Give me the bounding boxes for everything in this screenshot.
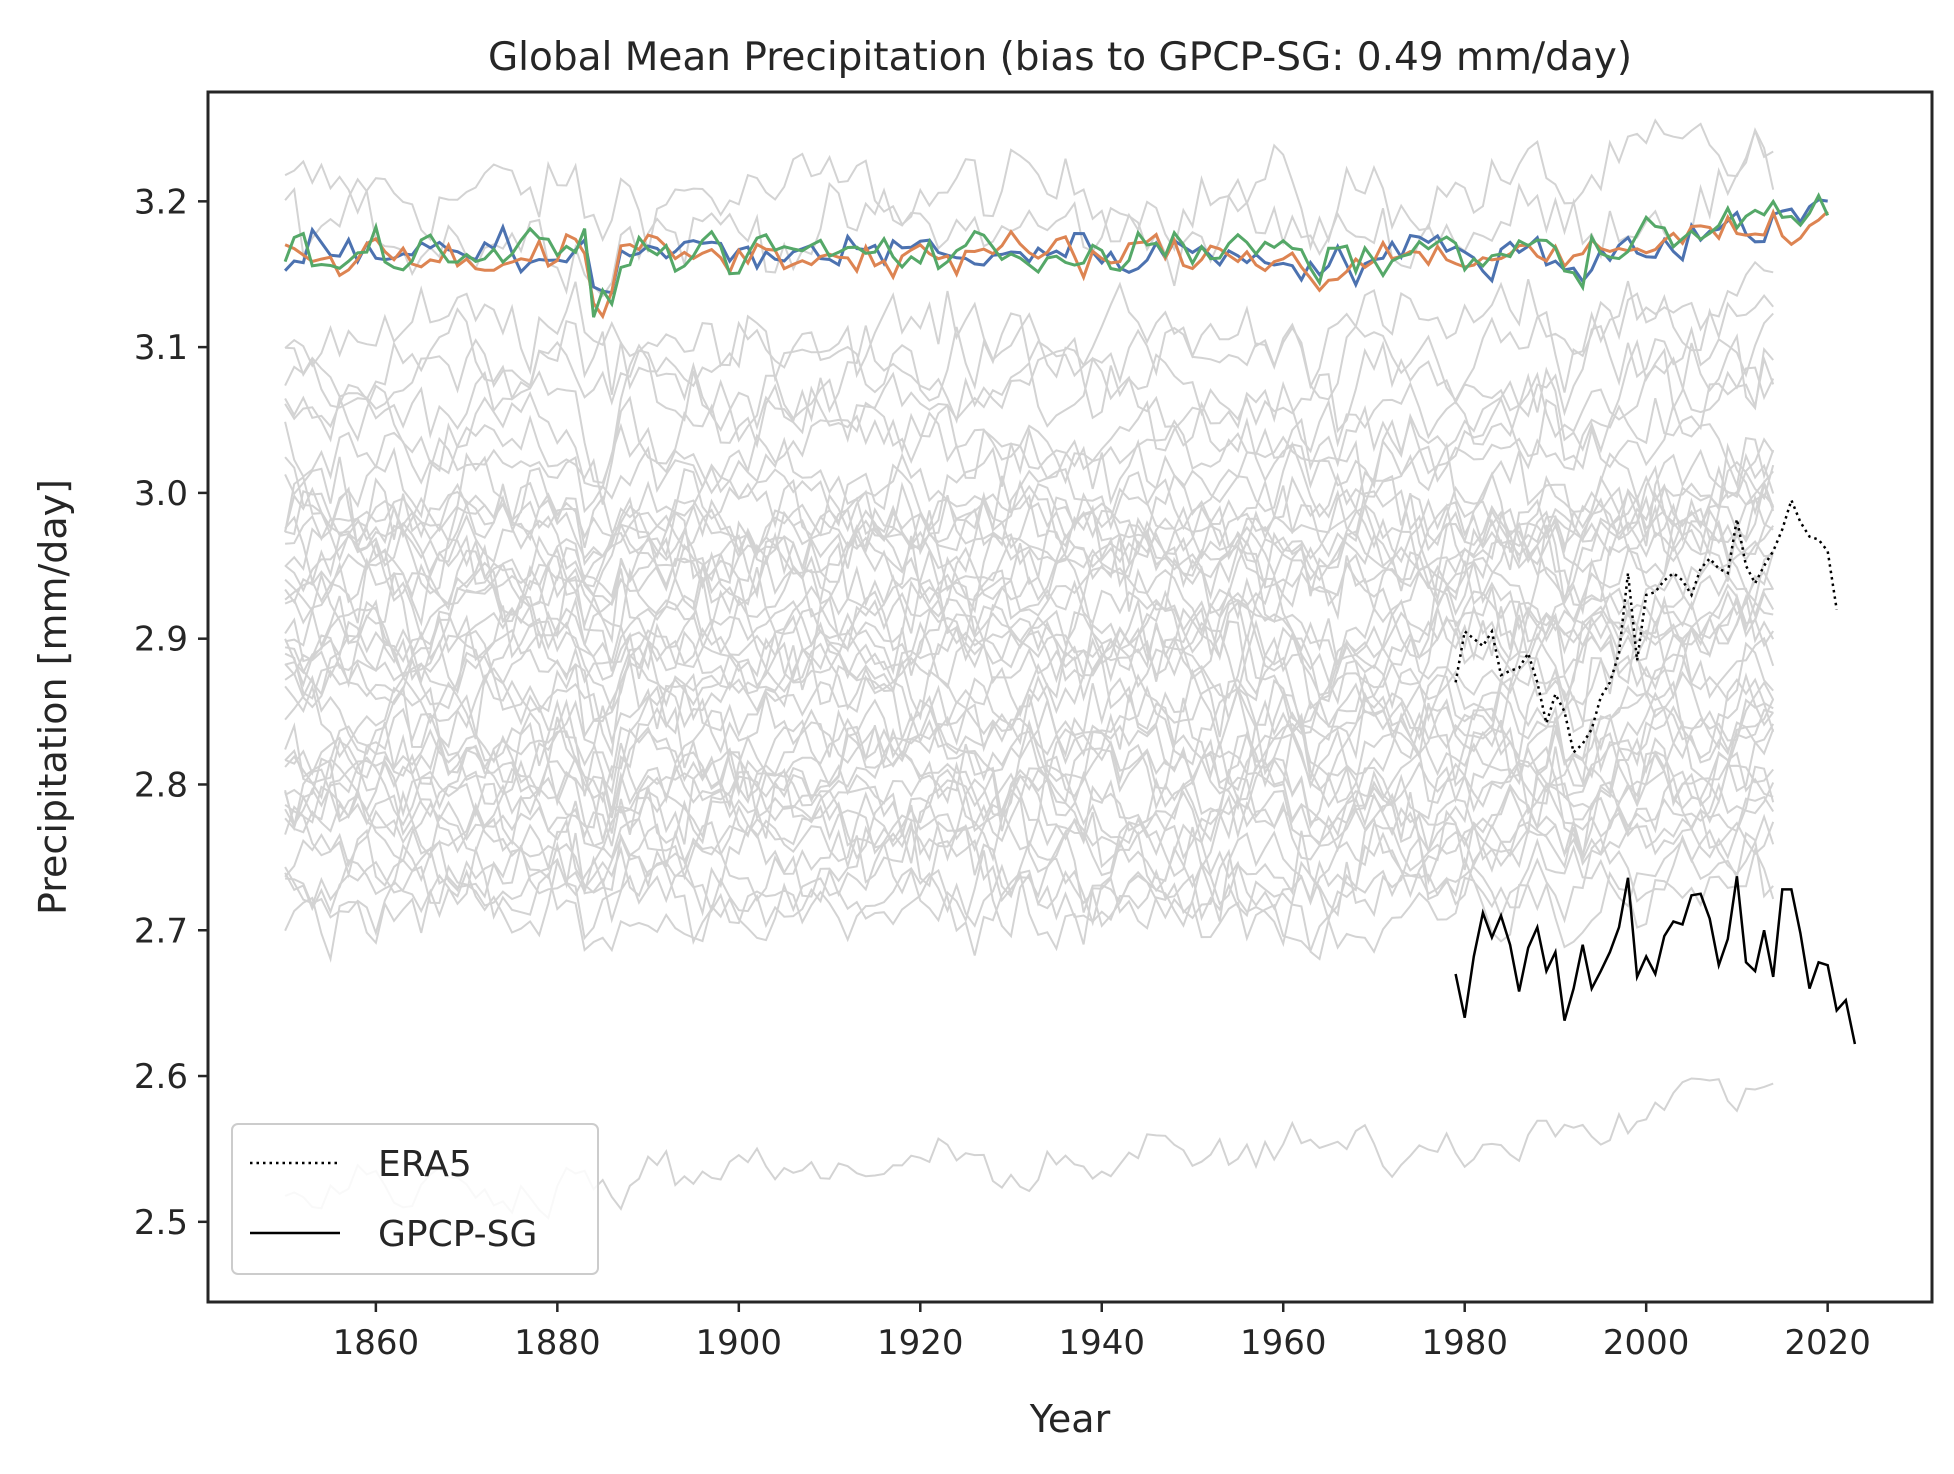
ensemble-member-line [284, 570, 1775, 711]
ensemble-member-line [284, 592, 1774, 723]
ensemble-member-line [284, 524, 1774, 661]
plot-frame [206, 90, 1934, 1304]
ensemble-member-line [284, 437, 1775, 566]
ensemble-member-line [284, 355, 1775, 505]
ensemble-member-line [284, 398, 1775, 532]
ensemble-member-line [284, 831, 1774, 953]
ensemble-member-line [284, 356, 1775, 489]
highlighted-member-line [284, 198, 1828, 295]
x-tick-label: 2020 [1784, 1323, 1871, 1363]
ensemble-member-line [284, 312, 1774, 434]
ensemble-member-line [284, 807, 1775, 928]
legend-box [231, 1123, 599, 1275]
ensemble-member-line [284, 774, 1775, 894]
y-tick-label: 3.2 [134, 182, 188, 222]
legend: ERA5 GPCP-SG [231, 1123, 599, 1275]
x-axis: 1860 1880 1900 1920 1940 1960 1980 2000 2020 [333, 1302, 1871, 1363]
ensemble-member-line [284, 436, 1775, 551]
x-tick-label: 2000 [1603, 1323, 1690, 1363]
ensemble-member-line [284, 676, 1775, 813]
highlighted-member-line [283, 192, 1830, 318]
x-axis-label: Year [1029, 1397, 1111, 1441]
ensemble-member-line [285, 292, 1774, 409]
x-tick-label: 1900 [696, 1323, 783, 1363]
ensemble-member-line [284, 750, 1774, 878]
ensemble-member-line [284, 723, 1775, 843]
legend-gpcp-label: GPCP-SG [378, 1214, 537, 1255]
y-tick-label: 2.7 [134, 911, 188, 951]
ensemble-member-line [284, 736, 1774, 862]
ensemble-member-line [284, 691, 1774, 834]
ensemble-member-line [284, 624, 1775, 758]
gpcp-sg-line [1454, 876, 1857, 1045]
y-axis-label: Precipitation [mm/day] [31, 479, 75, 915]
x-tick-label: 1860 [333, 1323, 420, 1363]
y-axis: 2.5 2.6 2.7 2.8 2.9 3.0 3.1 3.2 [134, 182, 208, 1243]
x-tick-label: 1980 [1421, 1323, 1508, 1363]
ensemble-member-line [284, 494, 1775, 644]
ensemble-member-line [284, 775, 1775, 911]
ensemble-member-line [284, 118, 1774, 253]
ensemble-member-line [285, 765, 1775, 927]
ensemble-member-line [284, 127, 1775, 298]
highlighted-members [283, 192, 1830, 320]
ensemble-lines [284, 118, 1775, 1220]
x-tick-label: 1940 [1058, 1323, 1145, 1363]
ensemble-member-line [284, 698, 1775, 829]
ensemble-member-line [284, 470, 1774, 582]
ensemble-member-line [284, 260, 1774, 401]
ensemble-member-line [284, 572, 1775, 710]
ensemble-member-line [284, 845, 1775, 963]
y-tick-label: 3.0 [134, 474, 188, 514]
legend-era5-label: ERA5 [378, 1144, 472, 1185]
y-tick-label: 3.1 [134, 328, 188, 368]
era5-line [1454, 496, 1838, 755]
observation-series [1454, 496, 1857, 1045]
x-tick-label: 1880 [514, 1323, 601, 1363]
ensemble-member-line [284, 641, 1774, 772]
y-tick-label: 2.8 [134, 765, 188, 805]
ensemble-member-line [284, 333, 1774, 484]
ensemble-member-line [284, 506, 1775, 634]
x-tick-label: 1920 [877, 1323, 964, 1363]
ensemble-member-line [285, 481, 1774, 599]
y-tick-label: 2.5 [134, 1203, 188, 1243]
ensemble-member-line [284, 670, 1774, 797]
ensemble-member-line [284, 593, 1775, 739]
y-tick-label: 2.9 [134, 620, 188, 660]
ensemble-member-line [284, 543, 1774, 697]
ensemble-member-line [284, 464, 1774, 614]
ensemble-member-line [284, 551, 1775, 714]
y-tick-label: 2.6 [134, 1057, 188, 1097]
chart-title: Global Mean Precipitation (bias to GPCP-… [488, 35, 1632, 80]
x-tick-label: 1960 [1240, 1323, 1327, 1363]
highlighted-member-line [284, 208, 1829, 320]
